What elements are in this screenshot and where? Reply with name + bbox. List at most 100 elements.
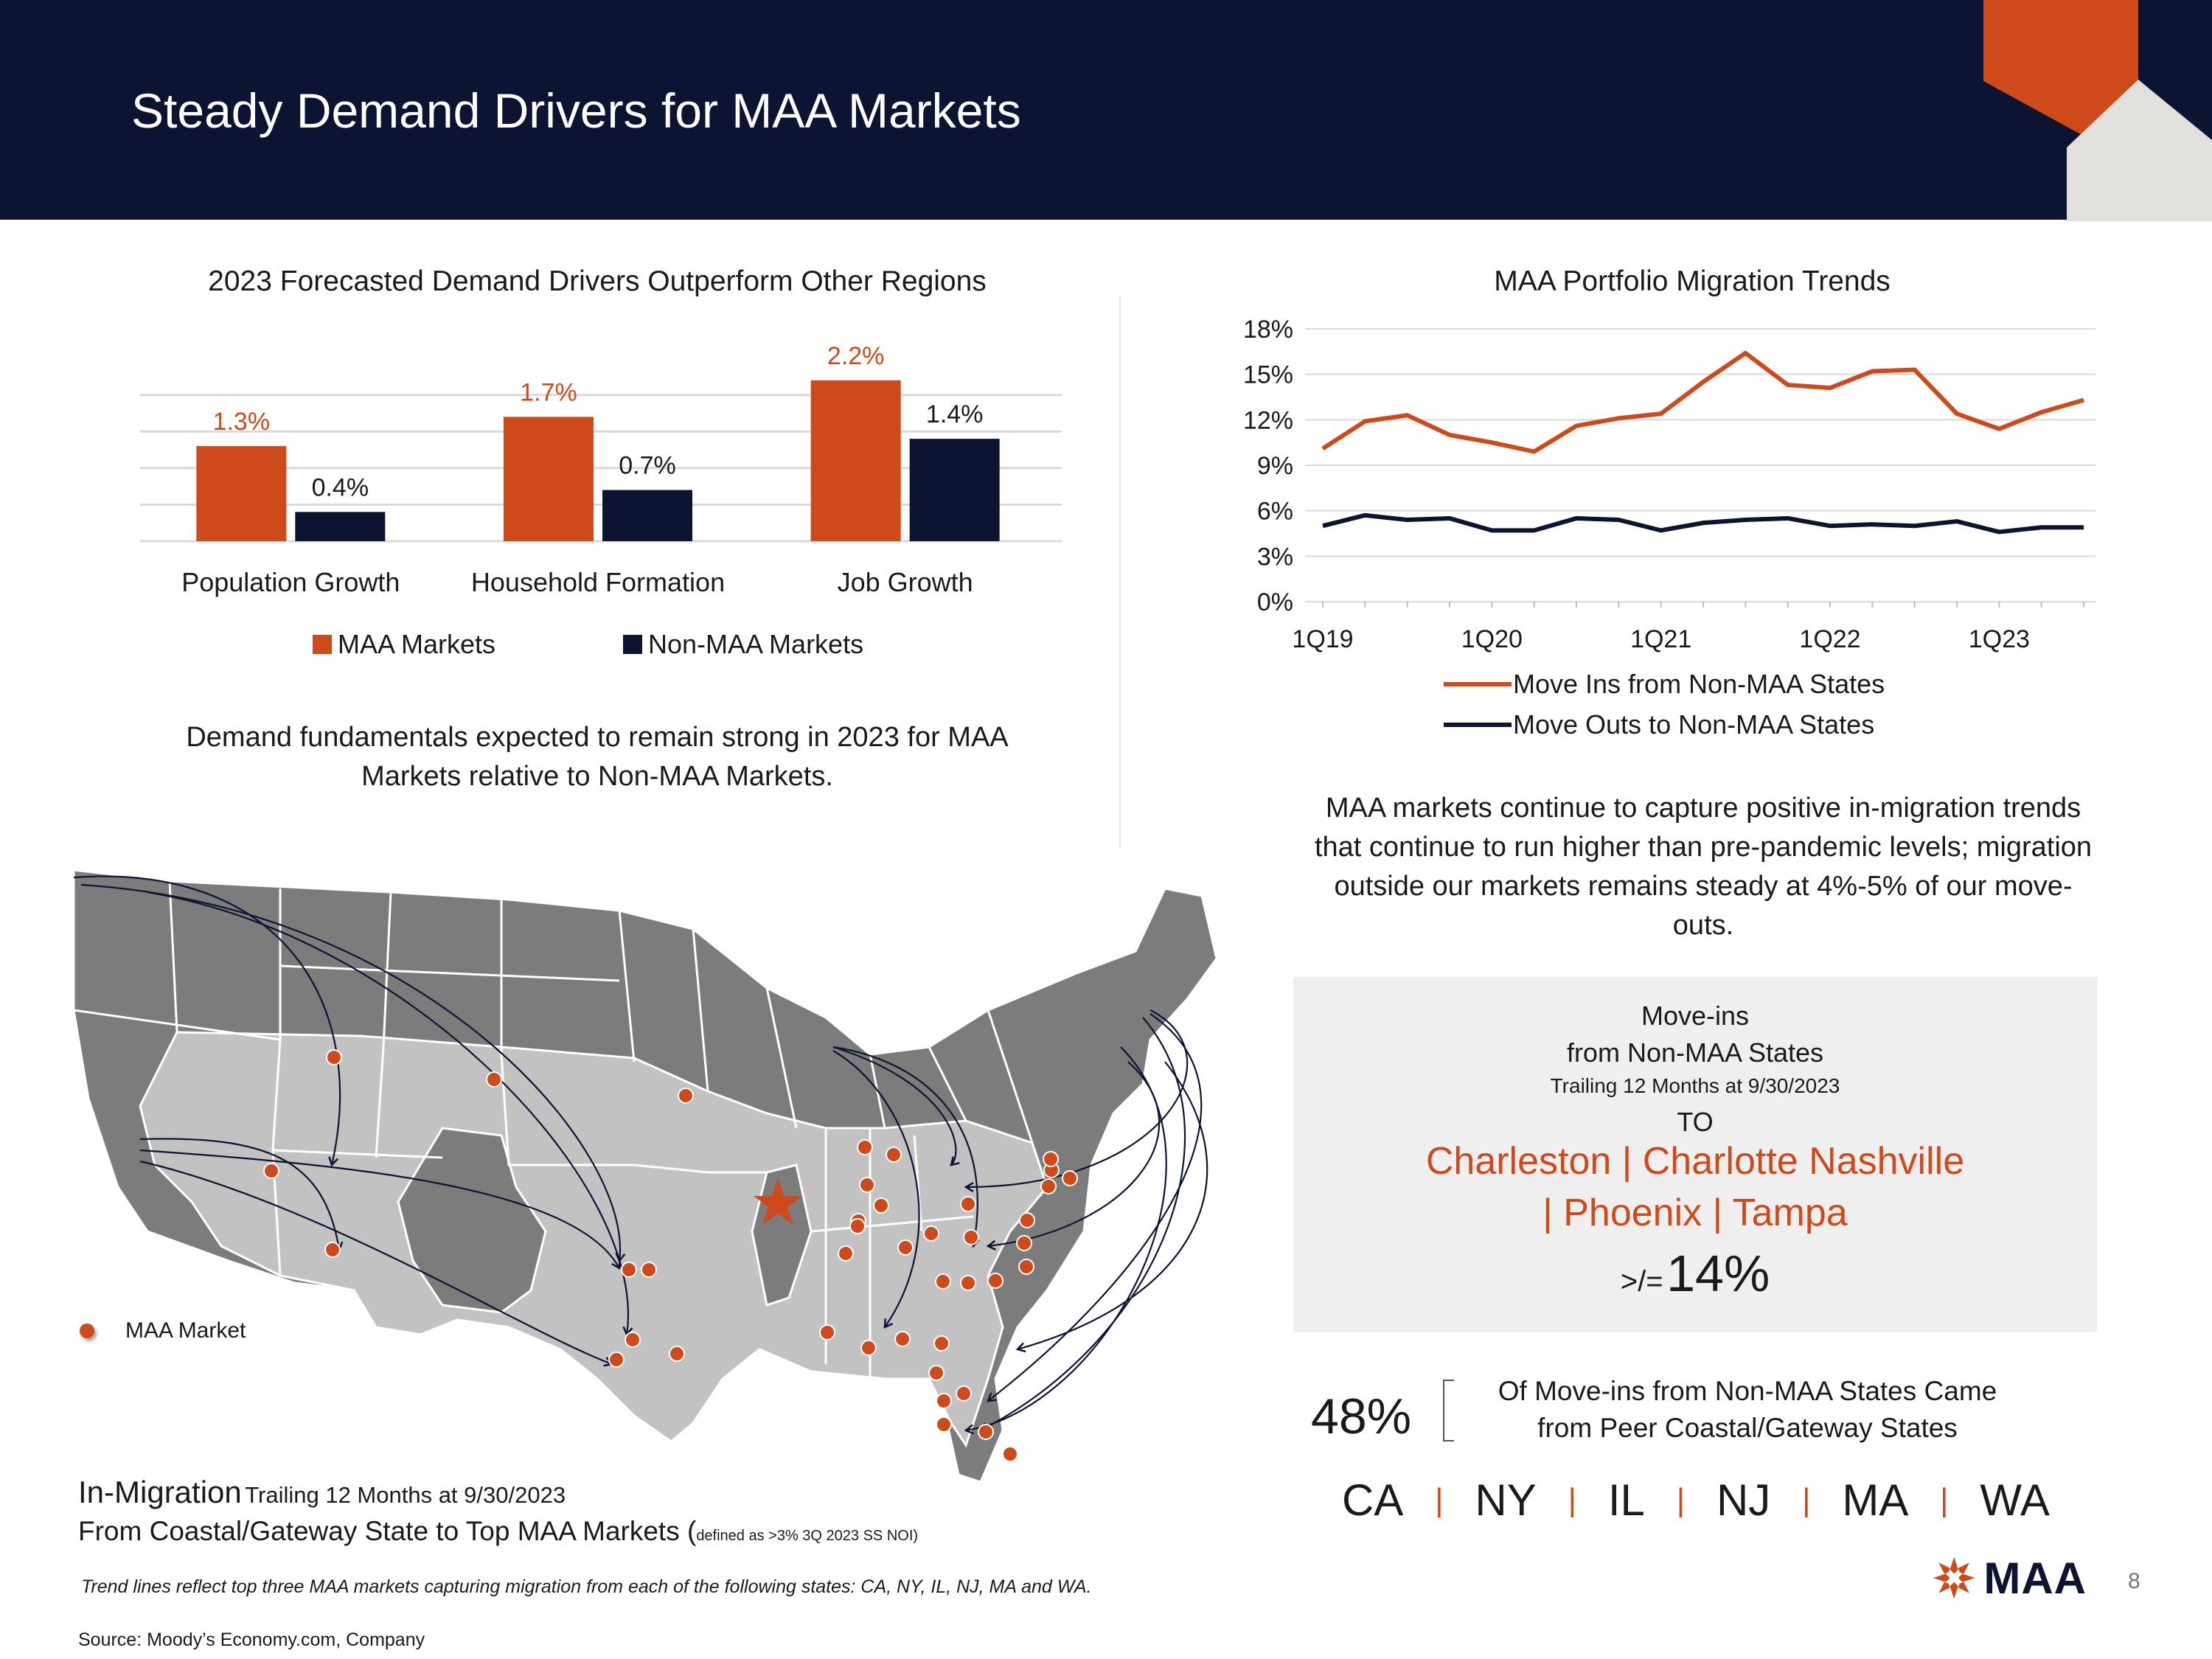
- maa-logo: MAA: [1932, 1552, 2087, 1604]
- arrow-il-atlanta: [832, 1046, 978, 1246]
- maa-market-dot: [324, 1242, 341, 1258]
- bar-data-label: 0.7%: [619, 452, 676, 480]
- legend-swatch-maa: [313, 635, 332, 654]
- bar-category-label: Population Growth: [181, 567, 400, 597]
- bar-category-label: Job Growth: [838, 567, 973, 597]
- maa-market-dot: [625, 1332, 641, 1348]
- state-separator: |: [1435, 1481, 1444, 1518]
- inmigration-caption: In-Migration Trailing 12 Months at 9/30/…: [78, 1475, 566, 1510]
- maa-market-dot: [963, 1229, 979, 1245]
- bar-data-label: 0.4%: [312, 473, 369, 501]
- map-legend-label: MAA Market: [125, 1318, 246, 1343]
- maa-market-dot-icon: [80, 1324, 94, 1338]
- y-tick-label: 0%: [1257, 588, 1293, 616]
- inmigration-subtitle: Trailing 12 Months at 9/30/2023: [245, 1482, 566, 1508]
- move-ins-line: [1321, 350, 2084, 454]
- maa-market-dot: [860, 1340, 877, 1356]
- bar-maa: [196, 446, 287, 541]
- state-nj: NJ: [1716, 1475, 1771, 1525]
- maa-market-dot: [935, 1273, 951, 1290]
- peer-text-line1: Of Move-ins from Non-MAA States Came: [1498, 1376, 1997, 1406]
- maa-market-dot: [857, 1139, 873, 1155]
- state-ca: CA: [1342, 1475, 1404, 1525]
- legend-label: Non-MAA Markets: [648, 629, 863, 659]
- footnote: Trend lines reflect top three MAA market…: [81, 1576, 1092, 1597]
- state-ma: MA: [1842, 1475, 1909, 1525]
- maa-market-dot: [859, 1177, 875, 1193]
- corner-decoration: [1983, 0, 2212, 221]
- maa-logo-text: MAA: [1983, 1553, 2087, 1603]
- maa-logo-icon: [1933, 1557, 1975, 1599]
- movebox-threshold: >/= 14%: [1293, 1244, 2097, 1303]
- maa-market-dot: [960, 1275, 976, 1291]
- header-bar: [0, 0, 2212, 220]
- bracket-icon: [1443, 1380, 1454, 1441]
- movebox-cities-line1: Charleston | Charlotte Nashville: [1425, 1140, 1965, 1183]
- maa-market-dot: [263, 1163, 279, 1179]
- inmigration-line2: From Coastal/Gateway State to Top MAA Ma…: [78, 1516, 918, 1547]
- arrow-nj-tampa: [966, 1046, 1167, 1430]
- movebox-line2: from Non-MAA States: [1566, 1037, 1824, 1068]
- bar-chart-title: 2023 Forecasted Demand Drivers Outperfor…: [208, 265, 987, 297]
- maa-market-dot: [1019, 1212, 1035, 1228]
- bar-category-label: Household Formation: [471, 567, 725, 597]
- movebox-cities-line2: | Phoenix | Tampa: [1543, 1192, 1848, 1234]
- maa-market-dot: [608, 1352, 625, 1368]
- bar-maa: [504, 417, 594, 541]
- movebox-prefix: >/=: [1620, 1265, 1663, 1298]
- move-ins-box: Move-ins from Non-MAA States Trailing 12…: [1293, 977, 2097, 1332]
- maa-market-dot: [1062, 1170, 1078, 1186]
- movebox-to: TO: [1677, 1107, 1714, 1137]
- maa-market-dot: [1018, 1259, 1034, 1275]
- arrow-ca-austin: [139, 1160, 612, 1364]
- y-tick-label: 6%: [1257, 498, 1293, 526]
- maa-market-dot: [956, 1385, 972, 1402]
- bar-maa: [810, 380, 901, 541]
- move-outs-line: [1322, 512, 2084, 535]
- maa-market-dot: [873, 1197, 889, 1214]
- page-number: 8: [2128, 1569, 2140, 1593]
- movebox-line1: Move-ins: [1641, 1001, 1750, 1031]
- bar-data-label: 1.4%: [926, 400, 984, 428]
- state-separator: |: [1676, 1481, 1686, 1518]
- headquarters-star-icon: [754, 1178, 802, 1225]
- state-wa: WA: [1980, 1475, 2050, 1525]
- x-tick-label: 1Q22: [1799, 625, 1860, 653]
- maa-market-dot: [978, 1424, 994, 1440]
- y-tick-label: 9%: [1257, 452, 1293, 480]
- y-tick-label: 15%: [1243, 361, 1293, 389]
- maa-market-dot: [849, 1218, 866, 1234]
- y-tick-label: 3%: [1257, 543, 1293, 571]
- line-legend-label: Move Outs to Non-MAA States: [1513, 709, 1874, 740]
- bar-data-label: 1.7%: [520, 378, 577, 406]
- maa-market-dot: [928, 1365, 945, 1381]
- maa-market-dot: [894, 1331, 911, 1347]
- maa-market-dot: [933, 1335, 950, 1352]
- line-chart-caption: MAA markets continue to capture positive…: [1314, 793, 2093, 941]
- arrow-wa-dallas: [80, 883, 620, 1261]
- bar-chart: 1.3% 0.4% Population Growth 1.7% 0.7% Househo…: [140, 342, 1062, 659]
- x-tick-label: 1Q19: [1292, 625, 1353, 653]
- maa-market-dot: [1002, 1446, 1018, 1462]
- maa-market-dot: [838, 1245, 854, 1262]
- maa-market-dot: [936, 1416, 952, 1433]
- bar-data-label: 1.3%: [213, 408, 271, 436]
- inmigration-definition: defined as >3% 3Q 2023 SS NOI): [696, 1528, 919, 1544]
- line-chart-title: MAA Portfolio Migration Trends: [1494, 265, 1891, 297]
- maa-market-dot: [326, 1049, 342, 1065]
- us-migration-map: [72, 869, 1218, 1482]
- state-separator: |: [1802, 1481, 1811, 1518]
- maa-market-dot: [669, 1346, 685, 1362]
- legend-swatch-non-maa: [623, 635, 642, 654]
- maa-market-dot: [1016, 1235, 1032, 1251]
- bar-chart-caption: Demand fundamentals expected to remain s…: [186, 722, 1009, 792]
- bar-non-maa: [602, 490, 692, 541]
- bar-non-maa: [909, 439, 1000, 541]
- page-title: Steady Demand Drivers for MAA Markets: [131, 83, 1021, 138]
- peer-text: Of Move-ins from Non-MAA States Came fro…: [1467, 1373, 2028, 1447]
- maa-market-dot: [641, 1262, 657, 1278]
- source-note: Source: Moody’s Economy.com, Company: [78, 1630, 425, 1650]
- maa-market-dot: [678, 1088, 694, 1104]
- column-divider: [1119, 295, 1121, 848]
- x-tick-label: 1Q21: [1630, 625, 1691, 653]
